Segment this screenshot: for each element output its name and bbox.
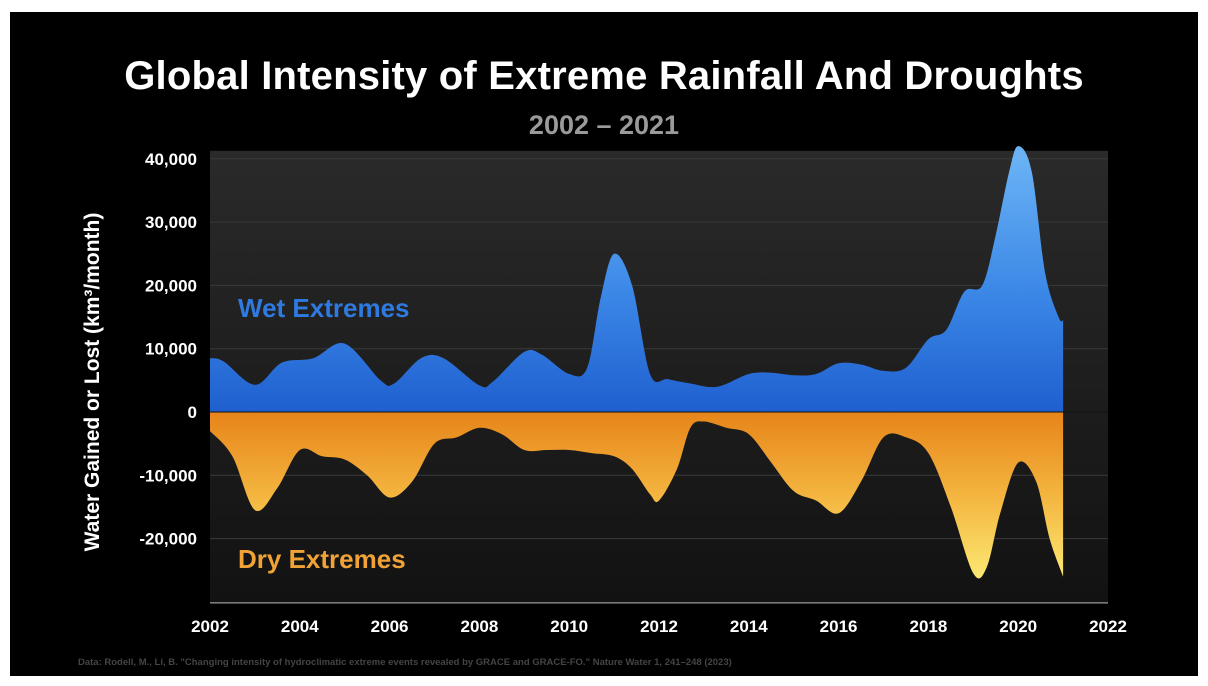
x-tick-label: 2002 <box>191 617 229 636</box>
series-label-dry: Dry Extremes <box>238 544 406 574</box>
wet-extremes-area <box>210 146 1064 412</box>
y-axis-label: Water Gained or Lost (km³/month) <box>81 213 104 552</box>
dry-extremes-area <box>210 412 1064 579</box>
y-tick-label: 10,000 <box>145 340 197 359</box>
y-tick-label: 40,000 <box>145 150 197 169</box>
y-tick-label: -20,000 <box>139 530 197 549</box>
y-tick-label: 20,000 <box>145 276 197 295</box>
x-tick-label: 2014 <box>730 617 768 636</box>
x-tick-label: 2012 <box>640 617 678 636</box>
grid-lines <box>210 158 1108 540</box>
series-layer <box>210 146 1064 579</box>
x-tick-label: 2016 <box>820 617 858 636</box>
x-tick-label: 2010 <box>550 617 588 636</box>
x-tick-label: 2004 <box>281 617 319 636</box>
chart-slide: 2002 2004 2006 2008 2010 2012 2014 2016 2018 2020… <box>10 12 1198 676</box>
chart-svg: 2002 2004 2006 2008 2010 2012 2014 2016 2018 2020… <box>81 146 1127 636</box>
tick-labels: 2002 2004 2006 2008 2010 2012 2014 2016 2018 2020… <box>139 150 1127 636</box>
y-tick-label: -10,000 <box>139 466 197 485</box>
x-tick-label: 2006 <box>371 617 409 636</box>
axes <box>210 411 1108 604</box>
chart-subtitle: 2002 – 2021 <box>528 110 680 140</box>
data-source-note: Data: Rodell, M., Li, B. "Changing inten… <box>78 657 732 668</box>
series-label-wet: Wet Extremes <box>238 293 410 323</box>
x-tick-label: 2008 <box>460 617 498 636</box>
x-tick-label: 2020 <box>999 617 1037 636</box>
chart-title: Global Intensity of Extreme Rainfall And… <box>124 54 1084 98</box>
x-tick-label: 2018 <box>909 617 947 636</box>
y-tick-label: 30,000 <box>145 213 197 232</box>
x-tick-label: 2022 <box>1089 617 1127 636</box>
y-tick-label: 0 <box>188 403 197 422</box>
